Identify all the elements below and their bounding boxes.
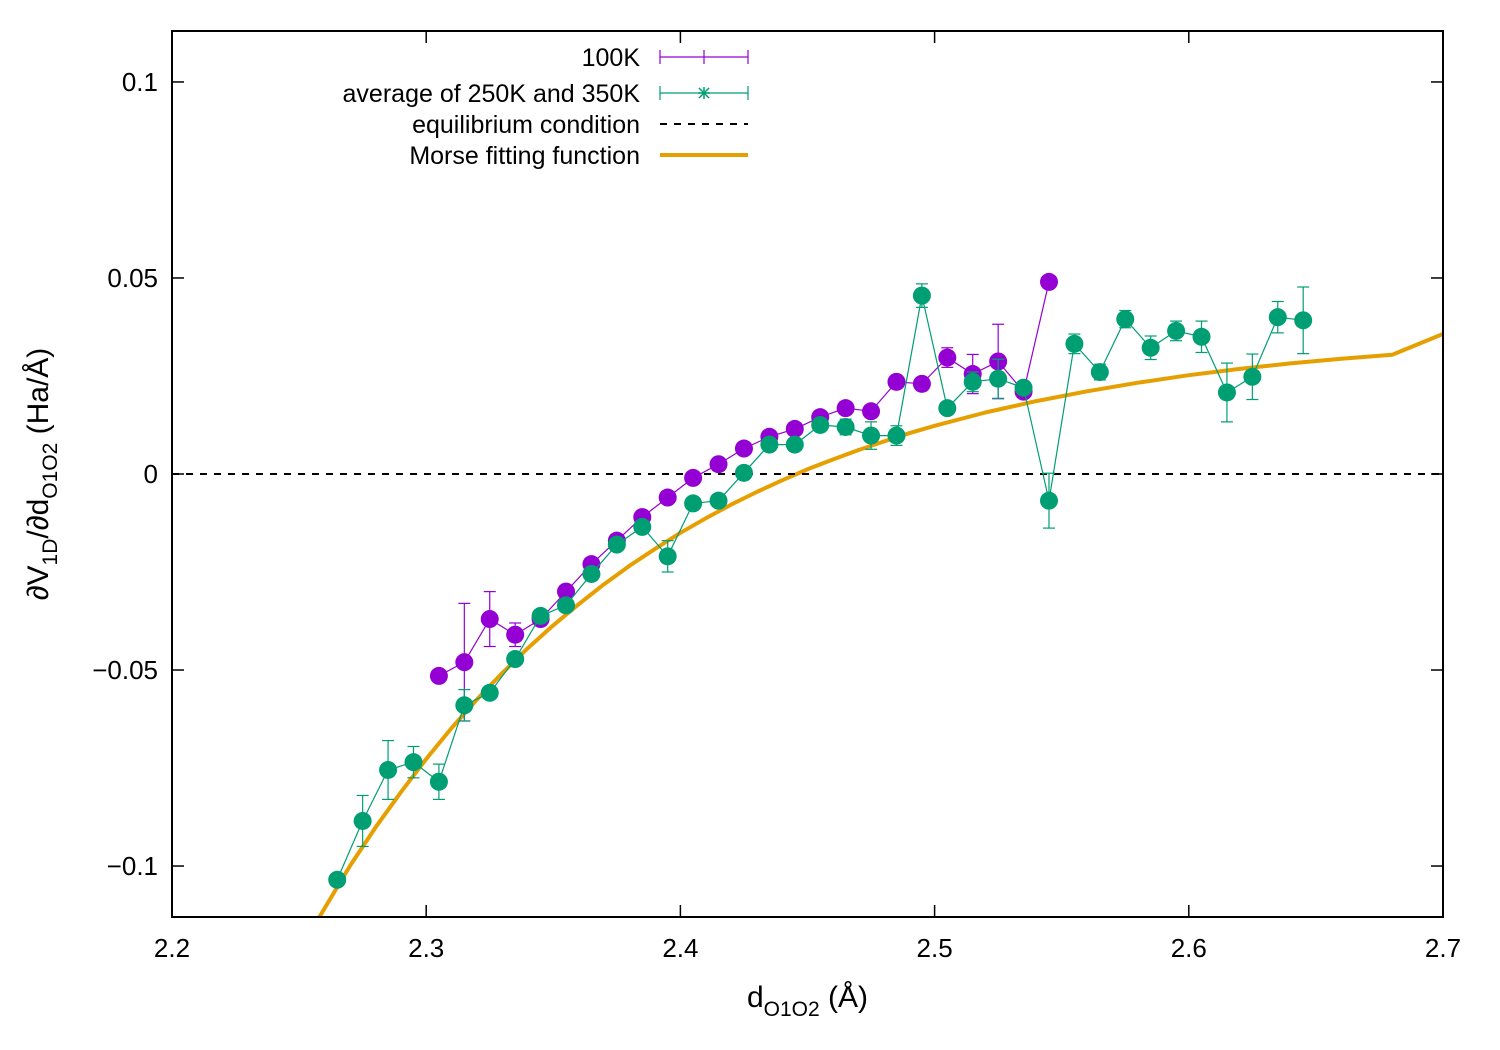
data-point xyxy=(658,547,677,566)
data-point xyxy=(531,606,550,625)
data-point xyxy=(404,753,423,772)
data-point xyxy=(1039,491,1058,510)
data-point xyxy=(862,426,881,445)
data-point xyxy=(1116,310,1135,329)
data-point xyxy=(709,491,728,510)
data-point xyxy=(379,760,398,779)
data-point xyxy=(1039,272,1058,291)
data-point xyxy=(938,348,957,367)
legend-label: 100K xyxy=(582,44,641,72)
x-axis-title: dO1O2 (Å) xyxy=(747,981,868,1021)
data-point xyxy=(684,468,703,487)
axis-ticks xyxy=(171,31,1444,917)
y-tick-label: 0.05 xyxy=(107,263,158,293)
data-point xyxy=(811,415,830,434)
data-point xyxy=(684,494,703,513)
x-tick-label: 2.7 xyxy=(1425,933,1461,963)
data-point xyxy=(1141,338,1160,357)
data-point xyxy=(607,535,626,554)
data-point xyxy=(887,426,906,445)
data-point xyxy=(633,517,652,536)
tick-labels: 2.2 2.3 2.4 2.5 2.6 2.7 −0.1 −0.05 0 0.05 0.1 xyxy=(92,67,1461,963)
legend-label: equilibrium condition xyxy=(412,111,640,139)
data-point xyxy=(557,596,576,615)
data-point xyxy=(1268,308,1287,327)
legend: 100K average of 250K and 350K equilibrium … xyxy=(343,44,749,170)
data-point xyxy=(989,369,1008,388)
x-tick-label: 2.4 xyxy=(662,933,698,963)
series-line xyxy=(336,295,1304,881)
data-point xyxy=(760,435,779,454)
data-point xyxy=(455,653,474,672)
x-tick-label: 2.5 xyxy=(917,933,953,963)
y-tick-label: 0.1 xyxy=(122,67,158,97)
data-point xyxy=(1192,327,1211,346)
data-point xyxy=(1217,383,1236,402)
data-point xyxy=(785,435,804,454)
data-point xyxy=(480,683,499,702)
series-average-of-250k-and-350k xyxy=(328,283,1313,889)
y-tick-label: −0.05 xyxy=(92,655,158,685)
data-point xyxy=(353,811,372,830)
y-tick-label: −0.1 xyxy=(107,851,158,881)
legend-marker xyxy=(698,87,710,99)
data-point xyxy=(1243,367,1262,386)
data-point xyxy=(912,286,931,305)
data-point xyxy=(582,564,601,583)
data-point xyxy=(506,650,525,669)
legend-label: Morse fitting function xyxy=(409,142,640,170)
series-layer xyxy=(328,272,1313,889)
data-point xyxy=(963,372,982,391)
data-point xyxy=(1090,363,1109,382)
x-tick-label: 2.2 xyxy=(154,933,190,963)
data-point xyxy=(887,372,906,391)
data-point xyxy=(1167,321,1186,340)
data-point xyxy=(938,399,957,418)
data-point xyxy=(912,374,931,393)
data-point xyxy=(1065,334,1084,353)
data-point xyxy=(1294,311,1313,330)
data-point xyxy=(734,463,753,482)
data-point xyxy=(836,399,855,418)
data-point xyxy=(734,439,753,458)
y-axis-title: ∂V1D/∂dO1O2 (Ha/Å) xyxy=(22,348,62,601)
data-point xyxy=(557,582,576,601)
x-tick-label: 2.6 xyxy=(1171,933,1207,963)
x-axis-title-subscript: O1O2 xyxy=(764,998,820,1021)
y-tick-label: 0 xyxy=(144,459,158,489)
data-point xyxy=(709,455,728,474)
data-point xyxy=(862,402,881,421)
data-point xyxy=(506,625,525,644)
data-point xyxy=(480,610,499,629)
x-tick-label: 2.3 xyxy=(408,933,444,963)
data-point xyxy=(658,488,677,507)
data-point xyxy=(1014,378,1033,397)
legend-label: average of 250K and 350K xyxy=(343,80,641,108)
data-point xyxy=(429,666,448,685)
data-point xyxy=(785,419,804,438)
data-point xyxy=(328,870,347,889)
data-point xyxy=(836,417,855,436)
data-point xyxy=(455,696,474,715)
data-point xyxy=(429,772,448,791)
